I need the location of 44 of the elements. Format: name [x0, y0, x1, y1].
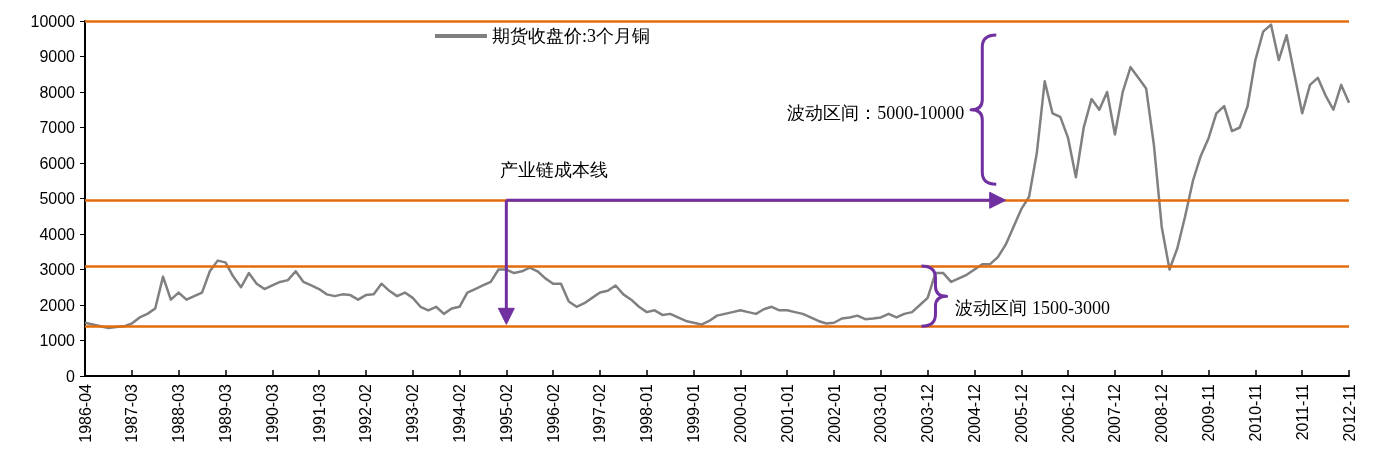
y-tick-label: 8000 — [39, 83, 76, 101]
y-tick-label: 9000 — [39, 48, 76, 65]
x-tick-label: 1995-02 — [497, 383, 515, 443]
x-tick-label: 1998-01 — [638, 383, 656, 443]
x-tick-label: 1986-04 — [76, 383, 94, 443]
annotation: 波动区间 1500-3000 — [955, 297, 1110, 321]
x-tick-label: 1999-01 — [685, 383, 703, 443]
y-tick-label: 3000 — [39, 261, 76, 278]
x-tick-label: 1989-03 — [216, 383, 234, 443]
x-tick-label: 1996-02 — [544, 383, 562, 443]
y-tick-label: 2000 — [39, 296, 76, 314]
x-tick-label: 2000-01 — [731, 383, 749, 443]
x-tick-label: 1991-03 — [310, 383, 328, 443]
x-tick-label: 2011-11 — [1293, 383, 1311, 441]
legend-label: 期货收盘价:3个月铜 — [492, 26, 651, 46]
annotation: 产业链成本线 — [500, 159, 609, 183]
x-tick-label: 1997-02 — [591, 383, 609, 443]
annotation: 波动区间：5000-10000 — [787, 101, 965, 125]
y-tick-label: 0 — [66, 367, 76, 385]
x-tick-label: 1987-03 — [123, 383, 141, 443]
x-tick-label: 2007-12 — [1106, 383, 1124, 443]
x-tick-label: 2002-01 — [825, 383, 843, 443]
x-tick-label: 1993-02 — [404, 383, 422, 443]
y-tick-label: 6000 — [39, 154, 76, 172]
x-tick-label: 2009-11 — [1200, 383, 1218, 442]
x-tick-label: 2006-12 — [1059, 383, 1077, 443]
x-tick-label: 2012-11 — [1340, 383, 1358, 442]
y-tick-label: 10000 — [30, 12, 76, 30]
x-tick-label: 2005-12 — [1012, 383, 1030, 443]
x-tick-label: 2001-01 — [778, 383, 796, 443]
y-tick-label: 7000 — [39, 119, 76, 136]
x-tick-label: 1988-03 — [170, 383, 188, 443]
line-series — [83, 23, 1351, 330]
y-tick-label: 4000 — [39, 225, 76, 243]
x-tick-label: 2004-12 — [965, 383, 983, 443]
x-tick-label: 2010-11 — [1246, 383, 1264, 442]
y-tick-label: 5000 — [39, 190, 76, 207]
x-tick-label: 2003-01 — [872, 383, 890, 443]
y-tick-label: 1000 — [39, 332, 76, 349]
x-tick-label: 1990-03 — [263, 383, 281, 443]
x-tick-label: 1994-02 — [451, 383, 469, 443]
x-tick-label: 2008-12 — [1153, 383, 1171, 443]
x-tick-label: 2003-12 — [919, 383, 937, 443]
x-tick-label: 1992-02 — [357, 383, 375, 443]
